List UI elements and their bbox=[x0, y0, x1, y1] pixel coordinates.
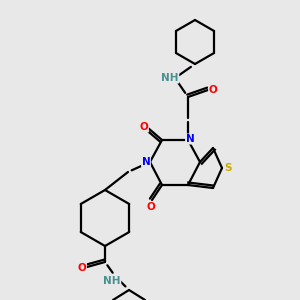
Text: O: O bbox=[147, 202, 155, 212]
Text: O: O bbox=[140, 122, 148, 132]
Text: N: N bbox=[186, 134, 194, 144]
Text: S: S bbox=[224, 163, 232, 173]
Text: NH: NH bbox=[103, 276, 121, 286]
Text: O: O bbox=[208, 85, 217, 95]
Text: N: N bbox=[142, 157, 150, 167]
Text: O: O bbox=[78, 263, 86, 273]
Text: NH: NH bbox=[161, 73, 179, 83]
